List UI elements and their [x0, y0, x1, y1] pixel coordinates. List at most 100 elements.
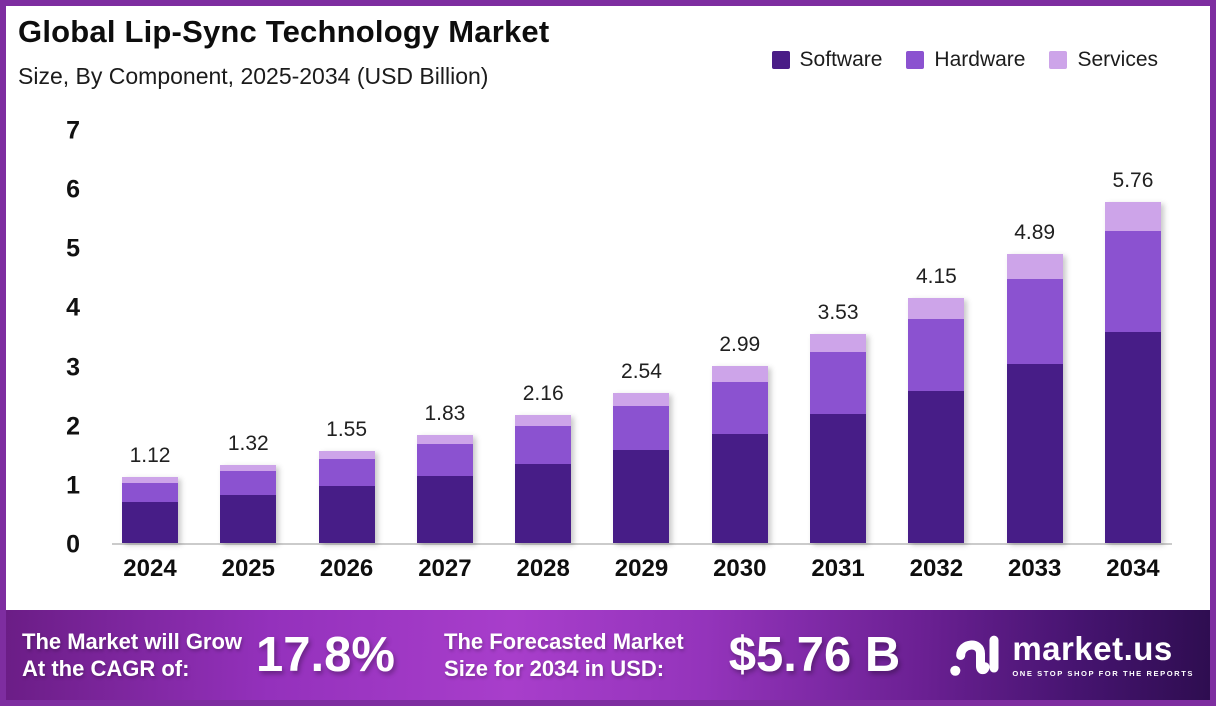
cagr-label: The Market will Grow At the CAGR of: [22, 628, 242, 683]
plot-area: 1.12 1.32 1.55 1.83 2.16 2.54 2.99 3.53 4.15 4.89… [112, 131, 1172, 545]
bar-segment-software [908, 391, 965, 543]
marketus-logo-icon [950, 635, 999, 676]
bar-segment-hardware [318, 459, 375, 487]
brand-text: market.us ONE STOP SHOP FOR THE REPORTS [1012, 632, 1194, 678]
bar-column-2025: 1.32 [220, 431, 277, 543]
y-tick-label: 5 [66, 234, 80, 263]
bar-value-label: 4.89 [1014, 220, 1056, 244]
bar-segment-software [416, 476, 473, 543]
bar-segment-services [515, 415, 572, 426]
bar-segment-services [613, 392, 670, 406]
bar-segment-hardware [220, 471, 277, 495]
legend-item-services: Services [1049, 48, 1158, 72]
bar-segment-hardware [122, 482, 178, 503]
bar-stack-2029 [613, 392, 670, 543]
x-axis-label: 2024 [123, 555, 177, 582]
bar-value-label: 1.55 [326, 418, 368, 442]
x-axis-label: 2032 [909, 555, 964, 582]
bar-value-label: 3.53 [817, 301, 859, 325]
bar-segment-software [515, 463, 572, 543]
bar-segment-hardware [515, 425, 572, 464]
bar-segment-services [711, 366, 768, 382]
bar-column-2028: 2.16 [515, 382, 572, 543]
bar-segment-services [122, 476, 178, 483]
legend-label: Services [1077, 48, 1158, 71]
legend-label: Hardware [934, 48, 1026, 71]
bar-stack-2031 [810, 334, 867, 543]
brand-name: market.us [1012, 630, 1173, 667]
y-tick-label: 2 [66, 412, 80, 441]
y-tick-label: 1 [66, 471, 80, 500]
x-axis-label: 2033 [1007, 555, 1062, 582]
bar-segment-hardware [613, 405, 670, 451]
bar-segment-software [122, 502, 178, 543]
forecast-label: The Forecasted Market Size for 2034 in U… [444, 628, 684, 683]
y-tick-label: 0 [66, 530, 80, 559]
bar-column-2030: 2.99 [711, 334, 768, 543]
x-axis-label: 2029 [614, 555, 669, 582]
bar-column-2027: 1.83 [416, 401, 473, 543]
bar-segment-services [908, 297, 965, 319]
x-axis-label: 2030 [713, 555, 767, 582]
chart-legend: Software Hardware Services [771, 48, 1158, 72]
bar-column-2034: 5.76 [1104, 169, 1161, 543]
forecast-value: $5.76 B [728, 627, 901, 682]
x-axis-label: 2025 [221, 555, 275, 582]
bar-segment-hardware [416, 444, 473, 477]
bar-stack-2026 [318, 451, 375, 543]
bar-segment-hardware [1104, 231, 1161, 332]
bar-stack-2033 [1006, 253, 1063, 543]
bar-column-2031: 3.53 [810, 301, 867, 543]
bar-column-2032: 4.15 [908, 266, 965, 543]
bar-stack-2024 [122, 476, 178, 543]
x-axis-label: 2026 [319, 555, 374, 582]
bar-stack-2030 [711, 366, 768, 543]
x-axis-label: 2034 [1106, 555, 1160, 582]
chart-header: Global Lip-Sync Technology Market Size, … [18, 14, 549, 90]
bar-stack-2028 [515, 415, 572, 543]
bar-value-label: 5.76 [1112, 169, 1154, 193]
bar-segment-software [613, 450, 670, 543]
legend-swatch-icon [1049, 51, 1068, 69]
bar-segment-hardware [908, 318, 965, 391]
brand-tagline: ONE STOP SHOP FOR THE REPORTS [1012, 669, 1195, 678]
bar-segment-services [416, 434, 473, 445]
chart-subtitle: Size, By Component, 2025-2034 (USD Billi… [18, 63, 489, 89]
bar-segment-software [711, 433, 768, 543]
y-tick-label: 3 [66, 353, 80, 382]
legend-item-software: Software [771, 48, 882, 72]
cagr-value: 17.8% [256, 627, 395, 682]
bar-column-2026: 1.55 [318, 418, 375, 543]
bar-segment-hardware [1006, 278, 1063, 364]
bar-segment-software [220, 494, 277, 543]
bar-segment-software [1006, 363, 1063, 543]
y-tick-label: 6 [66, 175, 80, 204]
x-axis-labels: 2024 2025 2026 2027 2028 2029 2030 2031 2032 2033… [112, 557, 1172, 581]
x-axis-label: 2031 [811, 555, 865, 582]
bar-segment-services [318, 451, 375, 460]
legend-item-hardware: Hardware [906, 48, 1025, 72]
bar-segment-software [1104, 331, 1161, 543]
bar-stack-2032 [908, 297, 965, 543]
bars-row: 1.12 1.32 1.55 1.83 2.16 2.54 2.99 3.53 4.15 4.89… [112, 131, 1172, 543]
footer-banner: The Market will Grow At the CAGR of: 17.… [6, 610, 1210, 700]
bar-segment-software [318, 486, 375, 543]
bar-value-label: 1.83 [424, 401, 466, 425]
bar-stack-2034 [1104, 202, 1161, 543]
x-axis-label: 2027 [418, 555, 472, 582]
bar-value-label: 2.16 [522, 382, 564, 406]
bar-segment-services [810, 334, 867, 352]
y-axis: 0 1 2 3 4 5 6 7 [34, 118, 80, 557]
bar-column-2033: 4.89 [1006, 220, 1063, 543]
bar-segment-hardware [810, 352, 867, 414]
bar-column-2024: 1.12 [122, 445, 178, 543]
bar-segment-services [1104, 202, 1161, 232]
bar-segment-software [810, 413, 867, 543]
bar-segment-services [1006, 253, 1063, 279]
y-tick-label: 4 [66, 293, 80, 322]
bar-value-label: 1.12 [129, 443, 171, 467]
bar-value-label: 2.54 [621, 359, 662, 383]
bar-value-label: 1.32 [227, 431, 269, 455]
legend-swatch-icon [906, 51, 925, 69]
